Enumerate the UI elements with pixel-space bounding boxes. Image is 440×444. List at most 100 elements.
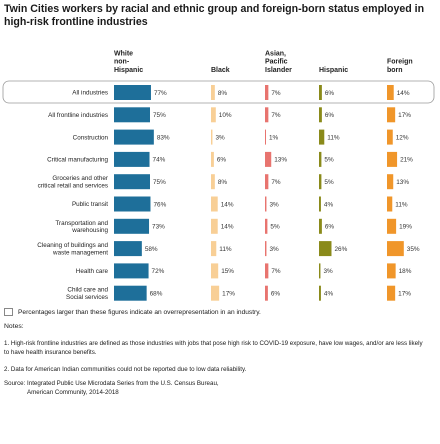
column-header: Asian, <box>265 50 286 57</box>
data-label: 6% <box>325 224 335 231</box>
row-label: Cleaning of buildings and <box>37 242 108 249</box>
data-label: 21% <box>400 157 413 164</box>
data-label: 74% <box>153 157 166 164</box>
row-label: Transportation and <box>55 220 108 227</box>
data-label: 1% <box>269 134 279 141</box>
data-bar <box>319 129 325 145</box>
data-label: 75% <box>153 112 166 119</box>
data-bar <box>387 129 393 145</box>
row-label: All frontline industries <box>48 112 108 119</box>
column-header: Foreign <box>387 59 413 66</box>
data-bar <box>211 218 218 234</box>
data-bar <box>114 107 150 123</box>
data-label: 68% <box>150 291 163 298</box>
data-label: 3% <box>323 268 333 275</box>
industry-row: Health care 72% 15% 7% 3% 18% <box>76 263 412 279</box>
data-label: 17% <box>222 291 235 298</box>
data-bar <box>211 196 218 212</box>
notes-title: Notes: <box>4 323 24 330</box>
data-bar <box>114 263 149 279</box>
data-bar <box>114 218 150 234</box>
data-bar <box>319 263 321 279</box>
data-bar <box>211 107 216 123</box>
data-label: 7% <box>271 112 281 119</box>
row-label: Construction <box>73 134 109 141</box>
data-bar <box>211 285 220 301</box>
data-label: 58% <box>145 246 158 253</box>
column-header: Islander <box>265 67 292 74</box>
column-header: Hispanic <box>319 67 348 74</box>
data-bar <box>319 107 322 123</box>
note-1: 1. High-risk frontline industries are de… <box>4 340 423 356</box>
data-bar <box>319 85 322 100</box>
data-bar <box>387 218 397 234</box>
data-bar <box>114 285 147 301</box>
source-line-2: American Community, 2014-2018 <box>27 389 119 396</box>
data-bar <box>265 151 272 167</box>
data-bar <box>319 285 321 301</box>
data-bar <box>265 129 266 145</box>
data-bar <box>114 241 142 257</box>
data-bar <box>265 196 267 212</box>
data-bar <box>387 263 396 279</box>
data-bar <box>319 196 321 212</box>
data-label: 3% <box>269 246 279 253</box>
data-label: 5% <box>324 157 334 164</box>
data-label: 15% <box>221 268 234 275</box>
data-label: 17% <box>398 291 411 298</box>
data-label: 6% <box>325 112 335 119</box>
data-bar <box>114 174 150 190</box>
column-header: White <box>114 50 133 57</box>
data-label: 19% <box>399 224 412 231</box>
data-bar <box>265 285 268 301</box>
data-label: 6% <box>325 90 335 97</box>
data-label: 3% <box>215 134 225 141</box>
data-label: 14% <box>221 201 234 208</box>
data-bar <box>211 174 215 190</box>
data-label: 3% <box>269 201 279 208</box>
industry-row: Public transit 76% 14% 3% 4% 11% <box>72 196 408 212</box>
data-label: 7% <box>271 179 281 186</box>
data-bar <box>265 107 269 123</box>
row-label: Public transit <box>72 201 108 208</box>
data-bar <box>114 151 150 167</box>
data-bar <box>319 241 332 257</box>
industry-row: Construction 83% 3% 1% 11% 12% <box>73 129 409 145</box>
data-bar <box>387 85 394 100</box>
data-bar <box>211 85 215 100</box>
row-label: Critical manufacturing <box>47 157 108 164</box>
note-2: 2. Data for American Indian communities … <box>4 366 247 373</box>
data-bar <box>211 129 213 145</box>
data-bar <box>114 129 154 145</box>
data-bar <box>211 151 214 167</box>
row-label: critical retail and services <box>38 183 108 190</box>
legend-text: Percentages larger than these figures in… <box>18 308 261 316</box>
data-label: 5% <box>324 179 334 186</box>
industry-row: Critical manufacturing 74% 6% 13% 5% 21% <box>47 151 413 167</box>
data-label: 13% <box>396 179 409 186</box>
data-bar <box>114 85 151 100</box>
data-label: 11% <box>327 134 340 141</box>
column-header: Hispanic <box>114 67 143 74</box>
data-bar <box>265 174 269 190</box>
data-bar <box>211 241 217 257</box>
data-bar <box>265 218 268 234</box>
data-label: 6% <box>217 157 227 164</box>
row-label: Groceries and other <box>52 175 108 182</box>
data-label: 6% <box>271 291 281 298</box>
data-label: 7% <box>271 90 281 97</box>
data-label: 76% <box>153 201 166 208</box>
row-label: warehousing <box>71 227 108 234</box>
data-bar <box>387 174 394 190</box>
data-label: 4% <box>324 201 334 208</box>
data-bar <box>387 151 398 167</box>
legend-swatch <box>4 308 13 316</box>
data-label: 11% <box>395 201 408 208</box>
row-label: Health care <box>76 268 109 275</box>
data-bar <box>114 196 151 212</box>
data-label: 11% <box>219 246 232 253</box>
data-bar <box>319 174 322 190</box>
data-bar <box>387 196 393 212</box>
